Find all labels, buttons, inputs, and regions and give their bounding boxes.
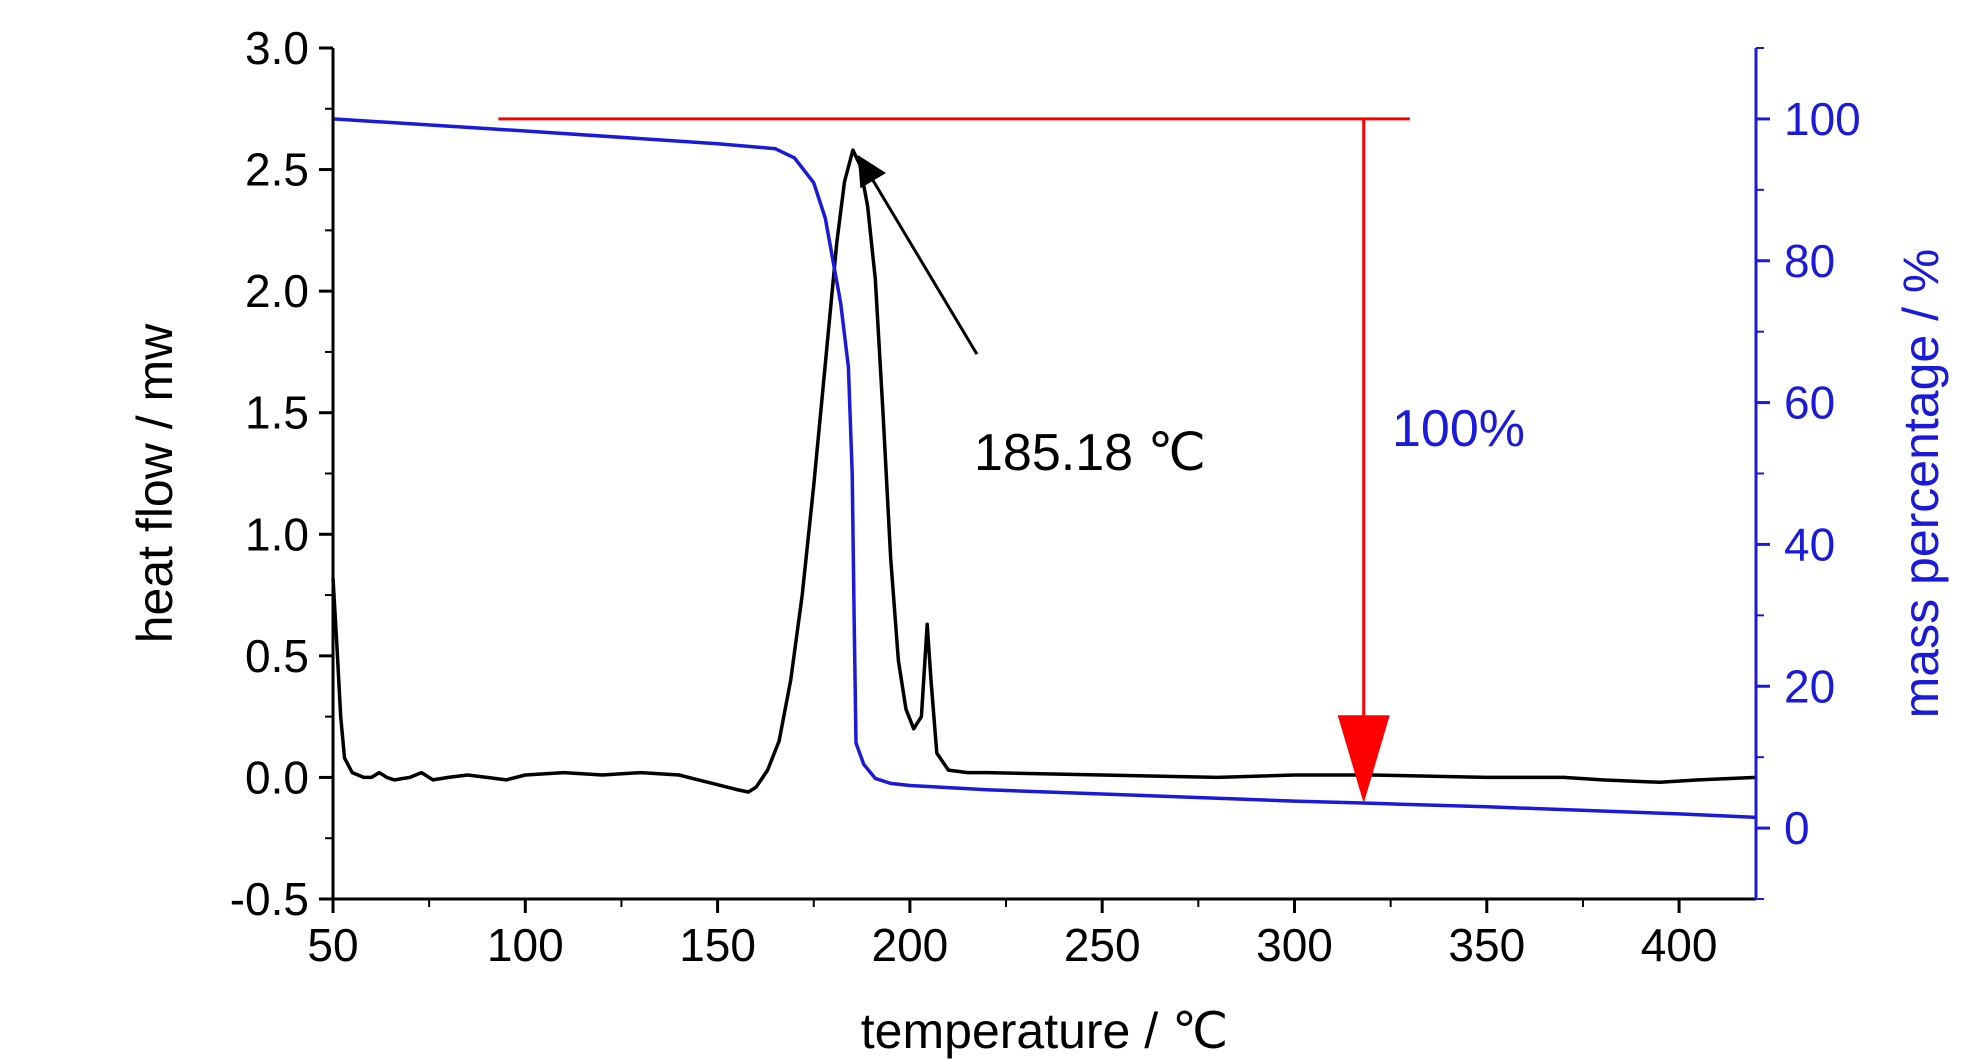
y-tick-label: 0.0 — [245, 751, 309, 803]
x-tick-label: 400 — [1641, 919, 1718, 971]
x-tick-label: 50 — [307, 919, 358, 971]
x-axis-ticks: 50 100 150 200 250 300 350 400 — [307, 899, 1717, 971]
right-y-axis-ticks: 0 20 40 60 80 100 — [1756, 47, 1861, 900]
x-tick-label: 100 — [487, 919, 564, 971]
mass-loss-label: 100% — [1392, 400, 1525, 458]
x-tick-label: 350 — [1448, 919, 1525, 971]
y-tick-label: 3.0 — [245, 22, 309, 74]
y2-tick-label: 100 — [1784, 93, 1861, 145]
y2-tick-label: 60 — [1784, 377, 1835, 429]
y2-tick-label: 40 — [1784, 518, 1835, 570]
peak-pointer-arrow — [857, 154, 979, 355]
peak-temperature-label: 185.18 ℃ — [974, 424, 1206, 482]
x-tick-label: 300 — [1256, 919, 1333, 971]
annotation-layer — [498, 117, 1410, 804]
right-y-axis-title: mass percentage / % — [1893, 249, 1949, 719]
series-layer — [331, 117, 1757, 820]
y-tick-label: 2.0 — [245, 265, 309, 317]
y2-tick-label: 0 — [1784, 802, 1810, 854]
y-tick-label: 0.5 — [245, 630, 309, 682]
left-y-axis-ticks: -0.5 0.0 0.5 1.0 1.5 2.0 2.5 3.0 — [230, 22, 333, 925]
mass-loss-arrow-head — [1337, 715, 1390, 804]
x-tick-label: 250 — [1064, 919, 1141, 971]
x-tick-label: 150 — [679, 919, 756, 971]
mass-percentage-line — [332, 117, 1757, 820]
y-tick-label: 1.0 — [245, 508, 309, 560]
heat-flow-line — [331, 148, 1757, 794]
y2-tick-label: 80 — [1784, 235, 1835, 287]
axes-frame — [331, 48, 1758, 901]
y-tick-label: -0.5 — [230, 873, 309, 925]
y-tick-label: 1.5 — [245, 387, 309, 439]
y-tick-label: 2.5 — [245, 144, 309, 196]
x-tick-label: 200 — [872, 919, 949, 971]
left-y-axis-title: heat flow / mw — [127, 323, 183, 643]
y2-tick-label: 20 — [1784, 660, 1835, 712]
x-axis-title: temperature / ℃ — [861, 1003, 1228, 1059]
